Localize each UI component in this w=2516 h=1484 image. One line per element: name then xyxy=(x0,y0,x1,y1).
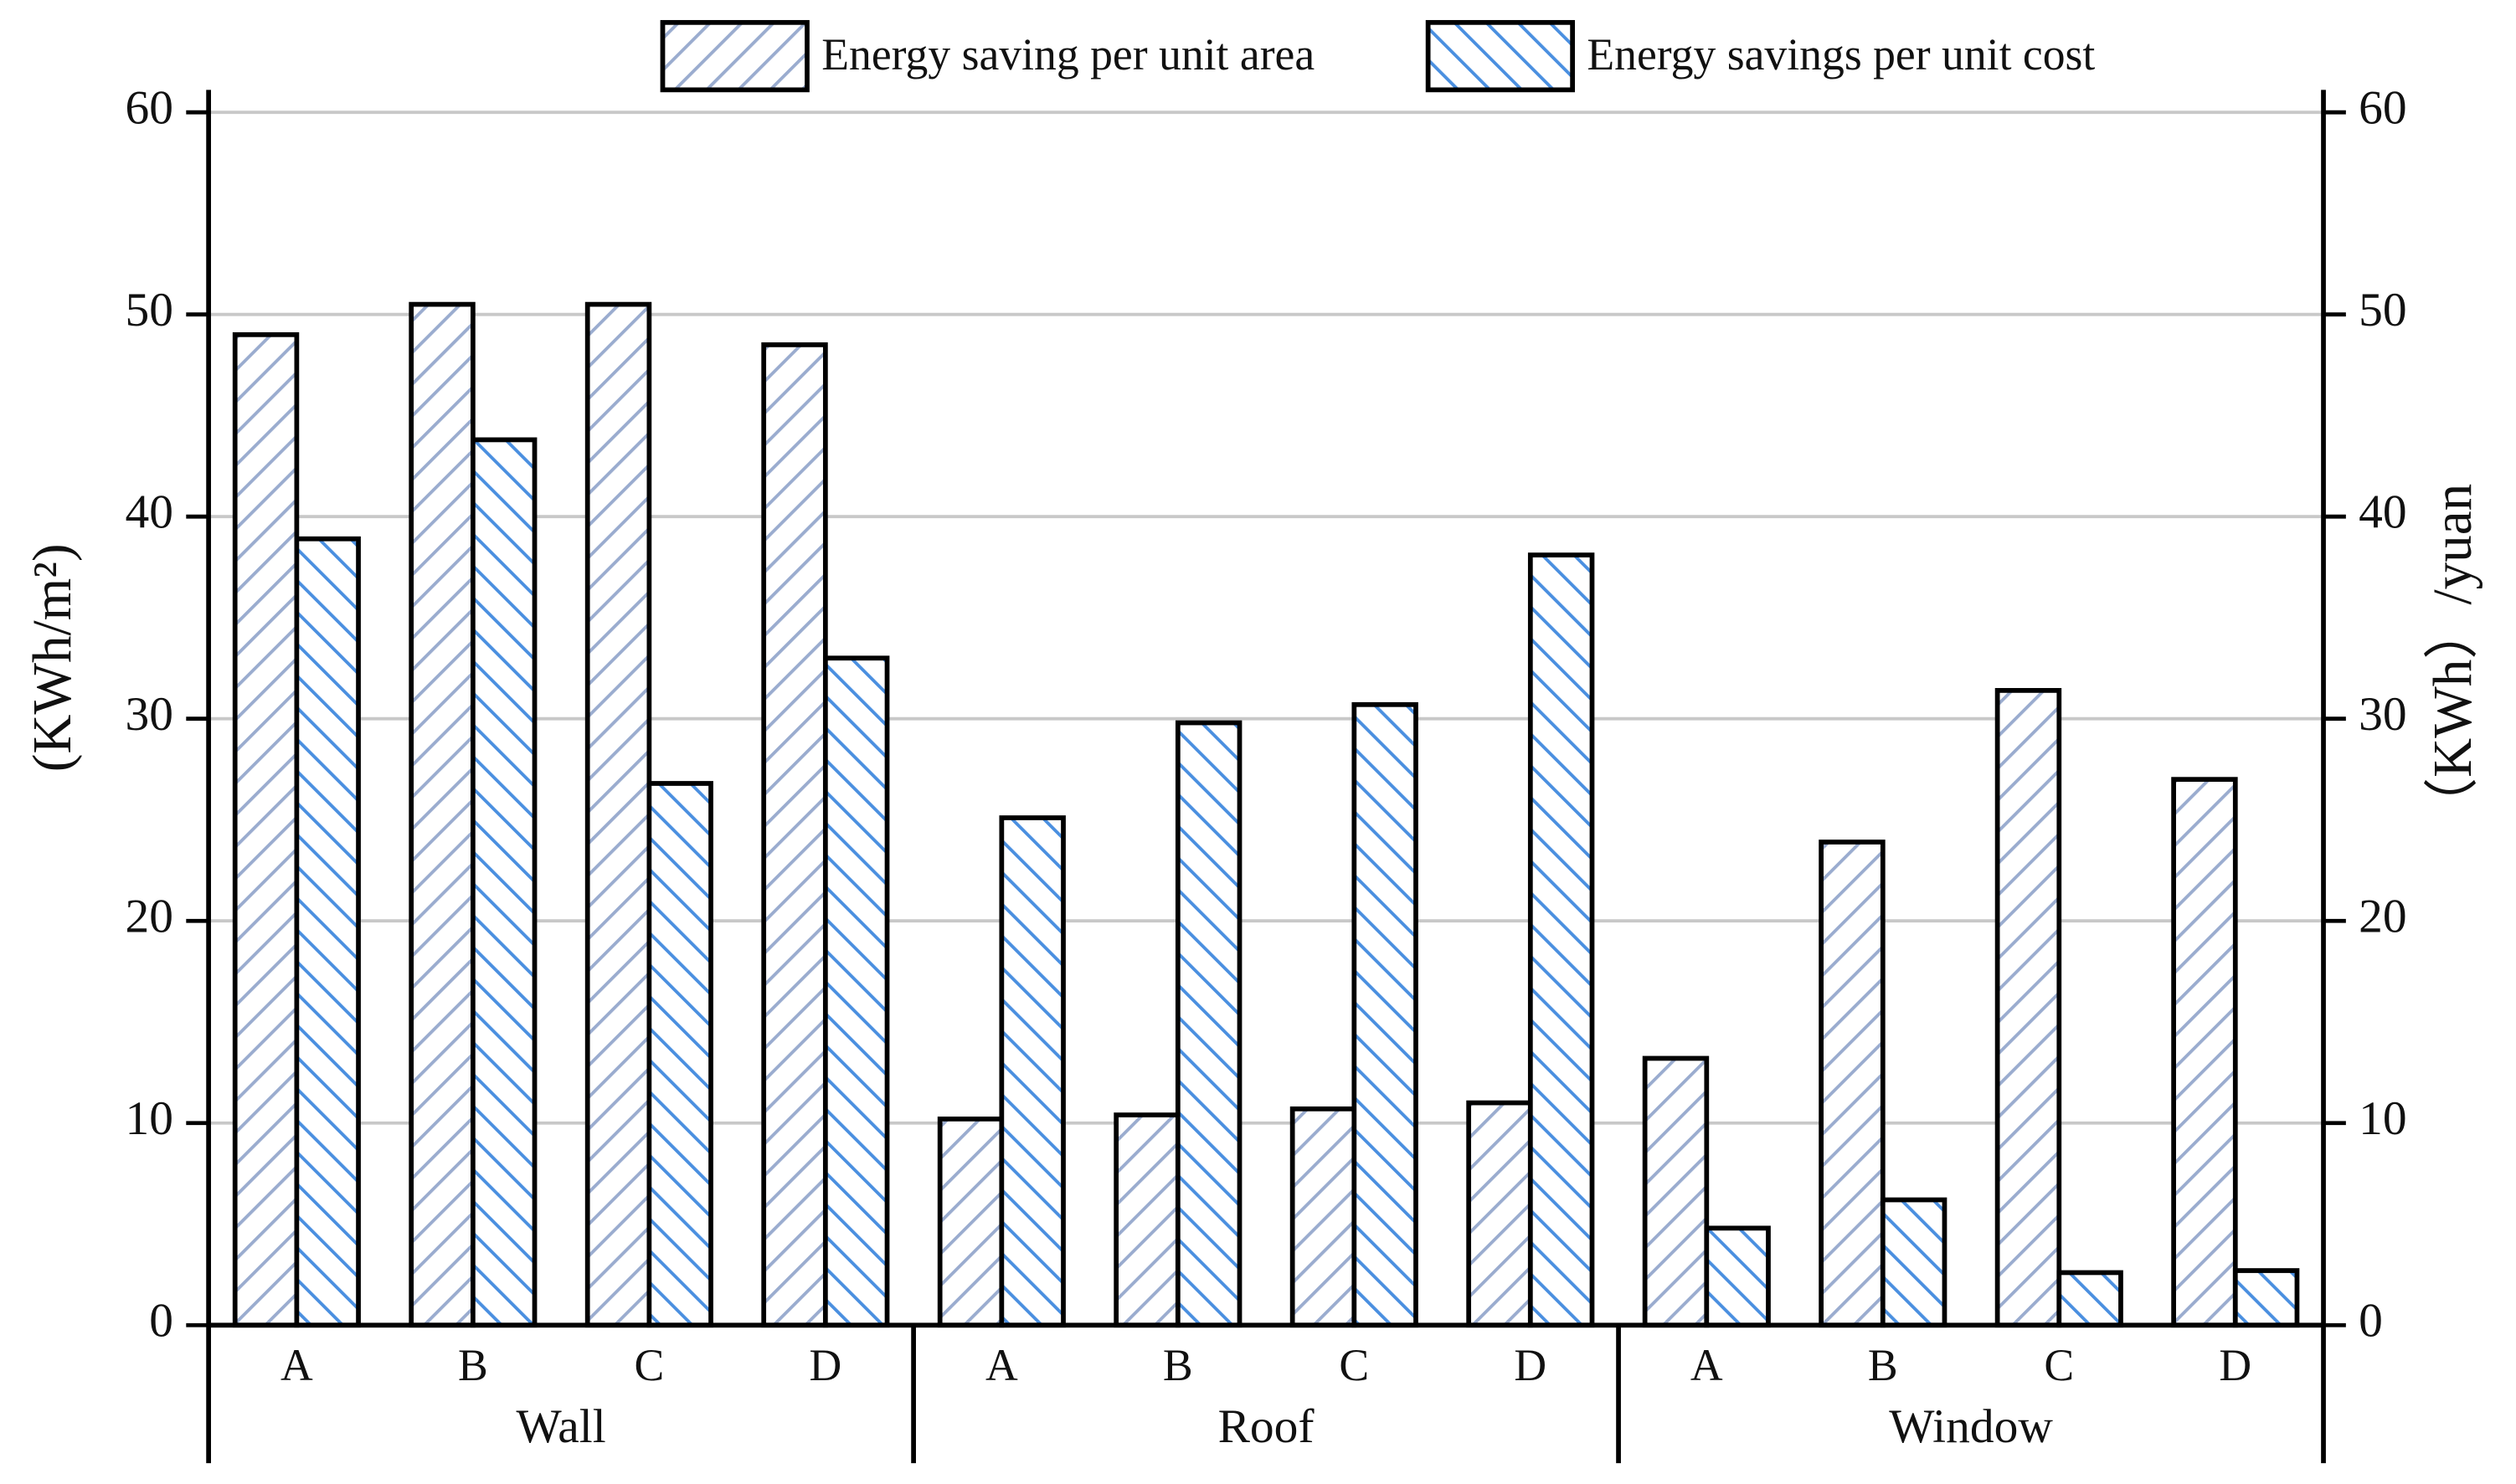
y-tick-label: 10 xyxy=(125,1092,172,1145)
x-tick-label: A xyxy=(280,1340,313,1390)
legend-swatch xyxy=(1425,19,1575,93)
group-label: Window xyxy=(1889,1400,2053,1453)
bar xyxy=(1704,1225,1771,1328)
bar xyxy=(1527,552,1595,1328)
y-tick-label: 20 xyxy=(125,890,172,942)
bar xyxy=(1819,840,1886,1328)
x-tick-label: C xyxy=(634,1340,664,1390)
bar xyxy=(1114,1112,1181,1328)
x-tick-label: C xyxy=(2044,1340,2074,1390)
bar xyxy=(584,301,652,1328)
y-tick-label: 60 xyxy=(125,81,172,134)
legend-swatch xyxy=(660,19,810,93)
bar xyxy=(822,655,890,1328)
bar xyxy=(1175,720,1243,1328)
bar xyxy=(2056,1270,2123,1328)
y2-tick-label: 50 xyxy=(2359,284,2406,336)
x-tick-label: B xyxy=(458,1340,488,1390)
x-tick-label: A xyxy=(1690,1340,1723,1390)
y-tick-label: 40 xyxy=(125,485,172,538)
bar xyxy=(1351,701,1418,1328)
bar xyxy=(409,301,476,1328)
bar xyxy=(1880,1197,1947,1328)
group-label: Roof xyxy=(1218,1400,1315,1453)
bar xyxy=(232,331,300,1328)
bar xyxy=(937,1117,1005,1328)
x-tick-label: B xyxy=(1868,1340,1898,1390)
x-tick-label: D xyxy=(1514,1340,1546,1390)
bar xyxy=(1994,688,2062,1328)
y-tick-label: 50 xyxy=(125,284,172,336)
y2-tick-label: 20 xyxy=(2359,890,2406,942)
bar xyxy=(294,536,361,1328)
bar xyxy=(646,781,713,1328)
y2-tick-label: 0 xyxy=(2359,1294,2383,1347)
y2-axis-label: （KWh）/yuan xyxy=(2423,484,2483,832)
y-tick-label: 0 xyxy=(149,1294,173,1347)
bar xyxy=(2171,777,2238,1328)
bar xyxy=(2232,1268,2300,1328)
bar xyxy=(1642,1055,1710,1328)
y2-tick-label: 40 xyxy=(2359,485,2406,538)
y-axis-label: (KWh/m²) xyxy=(23,543,83,772)
x-tick-label: A xyxy=(985,1340,1018,1390)
bar xyxy=(999,815,1066,1328)
bar xyxy=(761,342,828,1328)
y2-tick-label: 30 xyxy=(2359,688,2406,741)
bar xyxy=(1289,1106,1357,1328)
bar xyxy=(471,437,538,1328)
legend-label: Energy savings per unit cost xyxy=(1587,29,2095,80)
y2-tick-label: 60 xyxy=(2359,81,2406,134)
y2-tick-label: 10 xyxy=(2359,1092,2406,1145)
x-tick-label: B xyxy=(1163,1340,1193,1390)
bar xyxy=(1466,1100,1533,1328)
group-label: Wall xyxy=(517,1400,606,1453)
x-tick-label: D xyxy=(2219,1340,2251,1390)
legend-label: Energy saving per unit area xyxy=(821,29,1315,80)
y-tick-label: 30 xyxy=(125,688,172,741)
x-tick-label: D xyxy=(809,1340,841,1390)
x-tick-label: C xyxy=(1339,1340,1369,1390)
